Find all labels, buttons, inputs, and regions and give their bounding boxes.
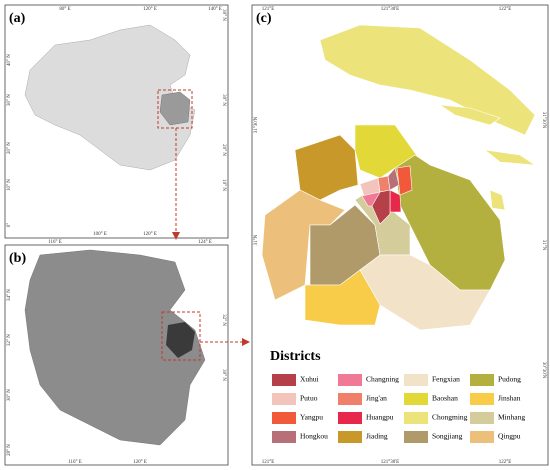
arrow-head bbox=[242, 338, 250, 346]
coordinate-label: 34° N bbox=[7, 289, 12, 301]
coordinate-label: 28° N bbox=[7, 444, 12, 456]
legend-swatch bbox=[470, 393, 494, 405]
coordinate-label: 20° N bbox=[221, 144, 226, 156]
coordinate-label: 121°E bbox=[262, 460, 275, 465]
legend-swatch bbox=[404, 431, 428, 443]
legend-swatch bbox=[338, 431, 362, 443]
region-map bbox=[24, 249, 206, 446]
legend-label: Jing'an bbox=[366, 394, 387, 403]
legend-label: Chongming bbox=[432, 413, 468, 422]
legend-swatch bbox=[272, 374, 296, 386]
panel-label: (a) bbox=[9, 11, 26, 26]
district-pudong bbox=[394, 154, 506, 291]
country-map bbox=[24, 24, 196, 171]
legend-label: Hongkou bbox=[300, 432, 328, 441]
island bbox=[483, 149, 536, 166]
legend-label: Fengxian bbox=[432, 375, 460, 384]
legend-label: Yangpu bbox=[300, 413, 323, 422]
coordinate-label: 120° E bbox=[143, 232, 157, 237]
legend-swatch bbox=[404, 393, 428, 405]
district-xuhui bbox=[371, 189, 391, 225]
coordinate-label: 31°N bbox=[541, 240, 546, 251]
legend-swatch bbox=[470, 374, 494, 386]
coordinate-label: 124° E bbox=[198, 240, 212, 245]
region-highlight bbox=[159, 91, 191, 126]
legend-swatch bbox=[404, 374, 428, 386]
coordinate-label: 31°30'N bbox=[541, 112, 546, 129]
legend-swatch bbox=[404, 412, 428, 424]
zoom-box bbox=[157, 89, 193, 129]
legend-swatch bbox=[338, 412, 362, 424]
legend-swatch bbox=[272, 412, 296, 424]
coordinate-label: 31°N bbox=[254, 234, 259, 245]
panel-label: (b) bbox=[9, 251, 26, 266]
legend-label: Songjiang bbox=[432, 432, 463, 441]
legend-swatch bbox=[272, 393, 296, 405]
coordinate-label: 100° E bbox=[93, 232, 107, 237]
coordinate-label: 40° N bbox=[7, 54, 12, 66]
coordinate-label: 20° N bbox=[7, 142, 12, 154]
panel-label: (c) bbox=[256, 11, 272, 26]
legend-label: Putuo bbox=[300, 394, 318, 403]
island bbox=[439, 104, 501, 126]
coordinate-label: 31°30'N bbox=[254, 116, 259, 133]
legend-swatch bbox=[272, 431, 296, 443]
coordinate-label: 121°E bbox=[262, 7, 275, 12]
coordinate-label: 116° E bbox=[48, 240, 62, 245]
coordinate-label: 30° N bbox=[221, 369, 226, 381]
legend-label: Baoshan bbox=[432, 394, 458, 403]
zoom-box bbox=[161, 311, 201, 361]
legend-swatch bbox=[338, 374, 362, 386]
legend-label: Qingpu bbox=[498, 432, 521, 441]
district-jinshan bbox=[304, 269, 381, 326]
coordinate-label: 120° E bbox=[143, 7, 157, 12]
district-chongming bbox=[319, 24, 536, 136]
arrow-head bbox=[172, 232, 180, 240]
legend-label: Changning bbox=[366, 375, 399, 384]
coordinate-label: 30° N bbox=[7, 389, 12, 401]
coordinate-label: 32° N bbox=[7, 334, 12, 346]
legend-swatch bbox=[470, 412, 494, 424]
coordinate-label: 122°E bbox=[499, 460, 512, 465]
coordinate-label: 30° N bbox=[7, 94, 12, 106]
coordinate-label: 120° E bbox=[133, 460, 147, 465]
coordinate-label: 80° E bbox=[59, 7, 70, 12]
legend-swatch bbox=[470, 431, 494, 443]
legend-swatch bbox=[338, 393, 362, 405]
legend-label: Huangpu bbox=[366, 413, 394, 422]
coordinate-label: 10° N bbox=[221, 179, 226, 191]
coordinate-label: 30° N bbox=[221, 9, 226, 21]
coordinate-label: 10° N bbox=[7, 179, 12, 191]
city-highlight bbox=[166, 322, 195, 358]
legend-label: Jiading bbox=[366, 432, 388, 441]
coordinate-label: 122°E bbox=[499, 7, 512, 12]
legend-label: Xuhui bbox=[300, 375, 319, 384]
coordinate-label: 116° E bbox=[68, 460, 82, 465]
coordinate-label: 121°30'E bbox=[381, 7, 399, 12]
district-yangpu bbox=[396, 165, 413, 196]
coordinate-label: 30°30'N bbox=[541, 362, 546, 379]
coordinate-label: 0° bbox=[7, 223, 12, 228]
legend-label: Pudong bbox=[498, 375, 521, 384]
coordinate-label: 140° E bbox=[208, 7, 222, 12]
coordinate-label: 121°30'E bbox=[381, 460, 399, 465]
island bbox=[489, 189, 506, 211]
legend-label: Jinshan bbox=[498, 394, 521, 403]
coordinate-label: 32° N bbox=[221, 314, 226, 326]
legend-label: Minhang bbox=[498, 413, 525, 422]
coordinate-label: 30° N bbox=[221, 94, 226, 106]
legend-title: Districts bbox=[270, 349, 321, 364]
